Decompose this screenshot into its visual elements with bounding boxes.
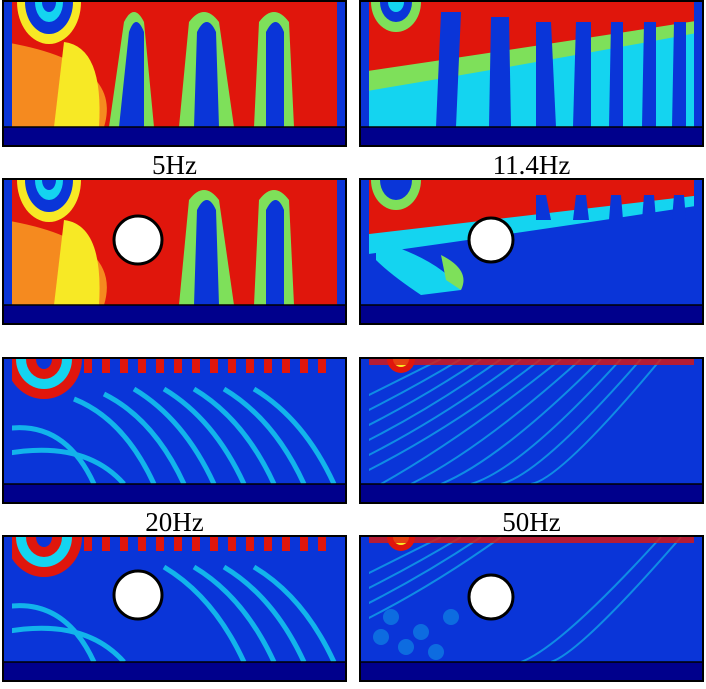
circular-obstacle <box>112 214 164 266</box>
wavefield-panel-5hz-obstacle <box>2 178 347 325</box>
wavefield-panel-5hz-free <box>2 0 347 147</box>
frequency-label-20hz: 20Hz <box>145 507 204 537</box>
circular-obstacle <box>112 569 164 621</box>
wavefield-panel-50hz-free <box>359 357 704 504</box>
wavefield-plot <box>4 537 345 680</box>
wavefield-panel-11hz-free <box>359 0 704 147</box>
wavefield-plot <box>361 180 702 323</box>
wavefield-plot <box>361 359 702 502</box>
wavefield-plot <box>4 180 345 323</box>
wavefield-panel-50hz-obstacle <box>359 535 704 682</box>
circular-obstacle <box>467 573 515 621</box>
wavefield-plot <box>4 2 345 145</box>
wavefield-panel-11hz-obstacle <box>359 178 704 325</box>
wavefield-panel-20hz-free <box>2 357 347 504</box>
frequency-label-5hz: 5Hz <box>152 150 197 180</box>
wavefield-plot <box>4 359 345 502</box>
frequency-label-11-4hz: 11.4Hz <box>492 150 571 180</box>
circular-obstacle <box>467 216 515 264</box>
wavefield-plot <box>361 2 702 145</box>
frequency-label-50hz: 50Hz <box>502 507 561 537</box>
wavefield-plot <box>361 537 702 680</box>
wavefield-panel-20hz-obstacle <box>2 535 347 682</box>
